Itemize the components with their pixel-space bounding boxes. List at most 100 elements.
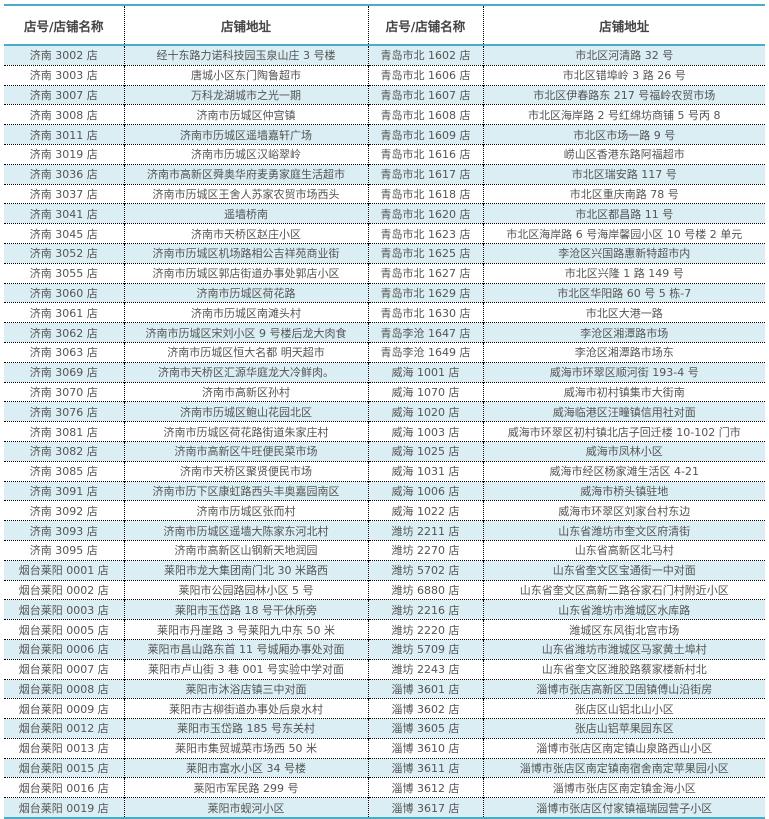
store-name-cell: 烟台莱阳 0009 店 [4,698,125,719]
store-address-cell-2: 威海市桥头镇驻地 [482,480,765,501]
store-name-cell: 济南 3055 店 [4,262,125,284]
header-store-address-2: 店铺地址 [482,5,765,46]
table-row: 烟台莱阳 0001 店莱阳市龙大集团南门北 30 米路西 潍坊 5702 店山东省… [4,559,765,581]
store-name-cell: 烟台莱阳 0016 店 [4,777,125,798]
store-name-cell-2: 潍坊 2211 店 [367,520,484,541]
store-address-cell-2: 山东省奎文区宝通街一中对面 [482,559,765,581]
store-name-cell: 烟台莱阳 0007 店 [4,658,125,679]
store-address-cell: 济南市历城区郭店街道办事处郭店小区 [123,262,369,284]
store-address-cell-2: 山东省潍坊市潍城区马家黄土埠村 [482,638,765,660]
store-name-cell-2: 威海 1006 店 [367,480,484,501]
store-address-cell-2: 市北区华阳路 60 号 5 栋-7 [482,282,765,303]
table-body: 济南 3002 店经十东路力诺科技园玉泉山庄 3 号楼 青岛市北 1602 店市北… [4,44,765,819]
store-name-cell: 济南 3002 店 [4,44,125,66]
store-name-cell: 济南 3060 店 [4,282,125,303]
store-name-cell: 济南 3003 店 [4,64,125,86]
store-name-cell: 烟台莱阳 0002 店 [4,579,125,600]
store-address-cell: 济南市历城区荷花路 [123,282,369,303]
table-row: 济南 3060 店济南市历城区荷花路 青岛市北 1629 店市北区华阳路 60 号… [4,282,765,303]
table-row: 济南 3052 店济南市历城区机场路相公吉祥苑商业街 青岛市北 1625 店李沧区… [4,242,765,264]
store-address-cell-2: 威海市环翠区顺河街 193-4 号 [482,361,765,383]
store-name-cell-2: 青岛市北 1609 店 [367,124,484,145]
store-name-cell-2: 威海 1003 店 [367,421,484,442]
store-address-cell-2: 张店区山铝北山小区 [482,698,765,719]
store-address-cell-2: 山东省潍坊市潍城区水库路 [482,599,765,620]
table-row: 烟台莱阳 0019 店莱阳市蚬河小区 淄博 3617 店淄博市张店区付家镇福瑞园营… [4,797,765,819]
store-address-cell: 济南市天桥区汇源华庭龙大冷鲜肉。 [123,361,369,383]
store-name-cell: 烟台莱阳 0019 店 [4,797,125,819]
store-address-cell-2: 市北区海岸路 6 号海岸馨园小区 10 号楼 2 单元 [482,223,765,244]
store-address-cell-2: 李沧区湘潭路市场 [482,322,765,343]
store-name-cell-2: 青岛市北 1618 店 [367,183,484,204]
store-name-cell: 济南 3019 店 [4,143,125,165]
header-store-name-2: 店号/店铺名称 [367,5,484,46]
store-address-cell: 济南市历城区南滩头村 [123,302,369,323]
table-row: 济南 3091 店济南市历下区康虹路西头丰奥嘉园南区 威海 1006 店威海市桥头… [4,480,765,501]
table-row: 济南 3062 店济南市历城区宋刘小区 9 号楼后龙大肉食 青岛李沧 1647 店… [4,322,765,343]
table-row: 济南 3019 店济南市历城区汉峪翠岭 青岛市北 1616 店崂山区香港东路阿福超… [4,143,765,165]
store-name-cell: 济南 3091 店 [4,480,125,501]
store-name-cell: 济南 3041 店 [4,203,125,224]
store-name-cell: 济南 3093 店 [4,520,125,541]
store-address-cell-2: 李沧区湘潭路市场东 [482,341,765,363]
store-table: 店号/店铺名称 店铺地址 店号/店铺名称 店铺地址 济南 3002 店经十东路力… [4,4,765,819]
store-address-cell-2: 威海市环翠区初村镇北店子回迁楼 10-102 门市 [482,421,765,442]
table-row: 济南 3092 店济南市历城区张而村 威海 1022 店威海市环翠区刘家台村东边 [4,500,765,521]
store-address-cell-2: 市北区兴隆 1 路 149 号 [482,262,765,284]
store-address-cell: 济南市高新区牛旺便民菜市场 [123,440,369,462]
store-name-cell: 济南 3076 店 [4,401,125,422]
store-address-cell-2: 市北区瑞安路 117 号 [482,163,765,185]
table-row: 济南 3008 店济南市历城区仲宫镇 青岛市北 1608 店市北区海岸路 2 号红… [4,104,765,125]
store-address-cell: 济南市历城区王舍人苏家农贸市场西头 [123,183,369,204]
store-name-cell-2: 青岛市北 1607 店 [367,84,484,105]
store-name-cell-2: 青岛市北 1627 店 [367,262,484,284]
store-address-cell: 济南市天桥区赵庄小区 [123,223,369,244]
table-row: 济南 3002 店经十东路力诺科技园玉泉山庄 3 号楼 青岛市北 1602 店市北… [4,44,765,66]
store-address-cell: 莱阳市军民路 299 号 [123,777,369,798]
store-name-cell: 济南 3037 店 [4,183,125,204]
store-name-cell-2: 青岛市北 1630 店 [367,302,484,323]
store-address-cell: 莱阳市卢山街 3 巷 001 号实验中学对面 [123,658,369,679]
store-address-cell-2: 威海市初村镇集市大街南 [482,381,765,402]
store-address-cell-2: 崂山区香港东路阿福超市 [482,143,765,165]
store-name-cell: 烟台莱阳 0001 店 [4,559,125,581]
store-name-cell-2: 潍坊 5702 店 [367,559,484,581]
table-row: 济南 3045 店济南市天桥区赵庄小区 青岛市北 1623 店市北区海岸路 6 号… [4,223,765,244]
store-name-cell: 济南 3062 店 [4,322,125,343]
table-row: 烟台莱阳 0007 店莱阳市卢山街 3 巷 001 号实验中学对面 潍坊 2243… [4,658,765,679]
store-address-cell: 莱阳市沐浴店镇三中对面 [123,678,369,699]
table-row: 济南 3069 店济南市天桥区汇源华庭龙大冷鲜肉。 威海 1001 店威海市环翠区… [4,361,765,383]
store-name-cell: 济南 3008 店 [4,104,125,125]
table-row: 济南 3081 店济南市历城区荷花路街道朱家庄村 威海 1003 店威海市环翠区初… [4,421,765,442]
store-address-cell: 莱阳市玉岱路 185 号东关村 [123,718,369,739]
store-address-cell-2: 市北区河清路 32 号 [482,44,765,66]
header-store-address: 店铺地址 [123,5,369,46]
store-name-cell-2: 潍坊 5709 店 [367,638,484,660]
store-name-cell-2: 淄博 3612 店 [367,777,484,798]
store-address-cell-2: 市北区伊春路东 217 号福岭农贸市场 [482,84,765,105]
store-name-cell-2: 青岛市北 1629 店 [367,282,484,303]
store-address-cell-2: 淄博市张店区南定镇南宿舍南定苹果园小区 [482,757,765,778]
store-name-cell-2: 淄博 3610 店 [367,737,484,759]
table-row: 济南 3037 店济南市历城区王舍人苏家农贸市场西头 青岛市北 1618 店市北区… [4,183,765,204]
store-name-cell-2: 潍坊 2220 店 [367,619,484,640]
store-name-cell-2: 威海 1001 店 [367,361,484,383]
store-name-cell-2: 威海 1070 店 [367,381,484,402]
store-name-cell-2: 潍坊 2243 店 [367,658,484,679]
store-name-cell: 烟台莱阳 0012 店 [4,718,125,739]
store-name-cell: 济南 3095 店 [4,539,125,561]
table-row: 济南 3036 店济南市高新区舜奥华府麦勇家庭生活超市 青岛市北 1617 店市北… [4,163,765,185]
store-name-cell-2: 淄博 3617 店 [367,797,484,819]
table-row: 烟台莱阳 0008 店莱阳市沐浴店镇三中对面 淄博 3601 店淄博市张店高新区卫… [4,678,765,699]
store-name-cell: 烟台莱阳 0008 店 [4,678,125,699]
store-address-cell: 莱阳市古柳街道办事处后泉水村 [123,698,369,719]
header-row: 店号/店铺名称 店铺地址 店号/店铺名称 店铺地址 [4,5,765,46]
store-name-cell-2: 威海 1020 店 [367,401,484,422]
table-row: 济南 3085 店济南市天桥区聚贤便民市场 威海 1031 店威海市经区杨家滩生活… [4,460,765,482]
store-name-cell-2: 淄博 3605 店 [367,718,484,739]
store-address-cell-2: 威海市凤林小区 [482,440,765,462]
store-name-cell: 济南 3082 店 [4,440,125,462]
store-name-cell-2: 青岛市北 1620 店 [367,203,484,224]
store-address-cell: 济南市高新区孙村 [123,381,369,402]
store-name-cell: 济南 3063 店 [4,341,125,363]
